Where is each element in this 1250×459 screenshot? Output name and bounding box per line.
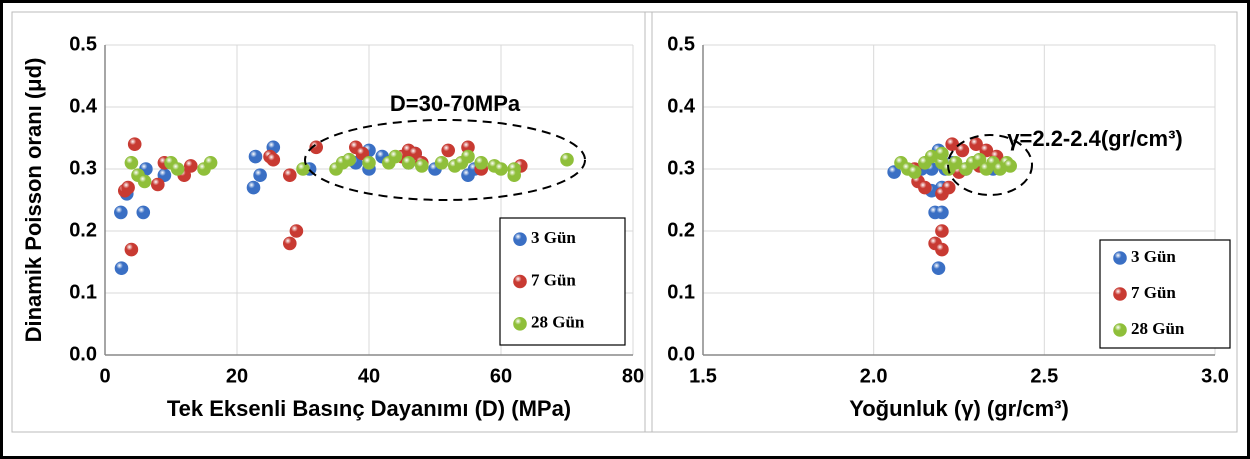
legend-marker bbox=[513, 317, 527, 331]
point bbox=[124, 242, 139, 257]
x-axis-title: Tek Eksenli Basınç Dayanımı (D) (MPa) bbox=[167, 396, 571, 421]
point bbox=[494, 162, 508, 176]
point bbox=[441, 143, 456, 158]
y-tick-label: 0.0 bbox=[667, 343, 695, 365]
x-tick-label: 3.0 bbox=[1201, 365, 1229, 387]
highlight-ellipse bbox=[304, 119, 586, 201]
legend-label: 7 Gün bbox=[531, 270, 576, 289]
point bbox=[309, 140, 324, 155]
legend-marker bbox=[513, 232, 527, 246]
point bbox=[935, 205, 949, 220]
y-tick-label: 0.2 bbox=[667, 219, 695, 241]
y-tick-label: 0.4 bbox=[69, 95, 98, 117]
y-tick-label: 0.5 bbox=[667, 33, 695, 55]
point bbox=[474, 156, 489, 170]
point bbox=[296, 162, 310, 176]
point bbox=[127, 137, 142, 151]
x-tick-label: 40 bbox=[358, 365, 380, 387]
point bbox=[979, 143, 994, 158]
legend-marker bbox=[1113, 323, 1127, 337]
y-tick-label: 0.0 bbox=[69, 343, 97, 365]
x-tick-label: 60 bbox=[490, 365, 512, 387]
point bbox=[114, 205, 128, 220]
point bbox=[203, 156, 218, 170]
point bbox=[887, 165, 901, 179]
point bbox=[401, 156, 416, 170]
point bbox=[414, 159, 429, 173]
annotation: D=30-70MPa bbox=[390, 91, 521, 116]
legend-label: 28 Gün bbox=[1131, 319, 1185, 338]
legend-marker bbox=[513, 274, 527, 289]
point bbox=[121, 180, 135, 195]
point bbox=[266, 152, 281, 167]
x-axis-title: Yoğunluk (γ) (gr/cm³) bbox=[849, 396, 1069, 421]
point bbox=[253, 168, 267, 182]
x-tick-label: 20 bbox=[226, 365, 248, 387]
point bbox=[935, 242, 949, 257]
highlight-ellipse bbox=[947, 134, 1033, 196]
point bbox=[461, 149, 475, 164]
y-tick-label: 0.2 bbox=[69, 219, 97, 241]
point bbox=[935, 224, 949, 238]
point bbox=[282, 168, 297, 182]
point bbox=[918, 180, 932, 195]
point bbox=[151, 177, 165, 192]
point bbox=[434, 156, 449, 170]
legend-label: 7 Gün bbox=[1131, 283, 1176, 302]
point bbox=[137, 174, 152, 189]
y-tick-label: 0.4 bbox=[667, 95, 696, 117]
point bbox=[246, 180, 261, 195]
point bbox=[935, 146, 949, 161]
point bbox=[289, 224, 304, 238]
x-tick-label: 0 bbox=[99, 365, 110, 387]
point bbox=[388, 149, 403, 164]
x-tick-label: 2.0 bbox=[860, 365, 888, 387]
y-tick-label: 0.1 bbox=[667, 281, 695, 303]
point bbox=[136, 205, 151, 220]
point bbox=[972, 152, 987, 167]
point bbox=[355, 146, 370, 161]
annotation: γ=2.2-2.4(gr/cm³) bbox=[1007, 126, 1182, 151]
y-tick-label: 0.3 bbox=[667, 157, 695, 179]
legend-label: 28 Gün bbox=[531, 313, 585, 332]
point bbox=[124, 156, 139, 170]
point bbox=[560, 152, 574, 167]
legend-label: 3 Gün bbox=[1131, 247, 1176, 266]
y-axis-title: Dinamik Poisson oranı (μd) bbox=[21, 58, 46, 343]
point bbox=[282, 236, 297, 251]
y-tick-label: 0.1 bbox=[69, 281, 97, 303]
point bbox=[248, 149, 263, 164]
point bbox=[184, 159, 198, 173]
point bbox=[362, 156, 376, 170]
point bbox=[955, 143, 970, 158]
panel-border bbox=[11, 11, 653, 433]
point bbox=[948, 156, 963, 170]
x-tick-label: 80 bbox=[622, 365, 644, 387]
point bbox=[1003, 159, 1018, 173]
y-tick-label: 0.3 bbox=[69, 157, 97, 179]
point bbox=[931, 261, 946, 276]
legend-marker bbox=[1113, 251, 1127, 265]
point bbox=[907, 165, 922, 179]
panel-border bbox=[644, 11, 1238, 433]
point bbox=[941, 180, 956, 195]
point bbox=[507, 168, 522, 182]
x-tick-label: 1.5 bbox=[689, 365, 717, 387]
legend-label: 3 Gün bbox=[531, 228, 576, 247]
x-tick-label: 2.5 bbox=[1030, 365, 1058, 387]
y-tick-label: 0.5 bbox=[69, 33, 97, 55]
point bbox=[114, 261, 129, 276]
point bbox=[342, 152, 357, 167]
point bbox=[170, 162, 185, 176]
point bbox=[408, 146, 423, 161]
legend-marker bbox=[1113, 287, 1127, 301]
